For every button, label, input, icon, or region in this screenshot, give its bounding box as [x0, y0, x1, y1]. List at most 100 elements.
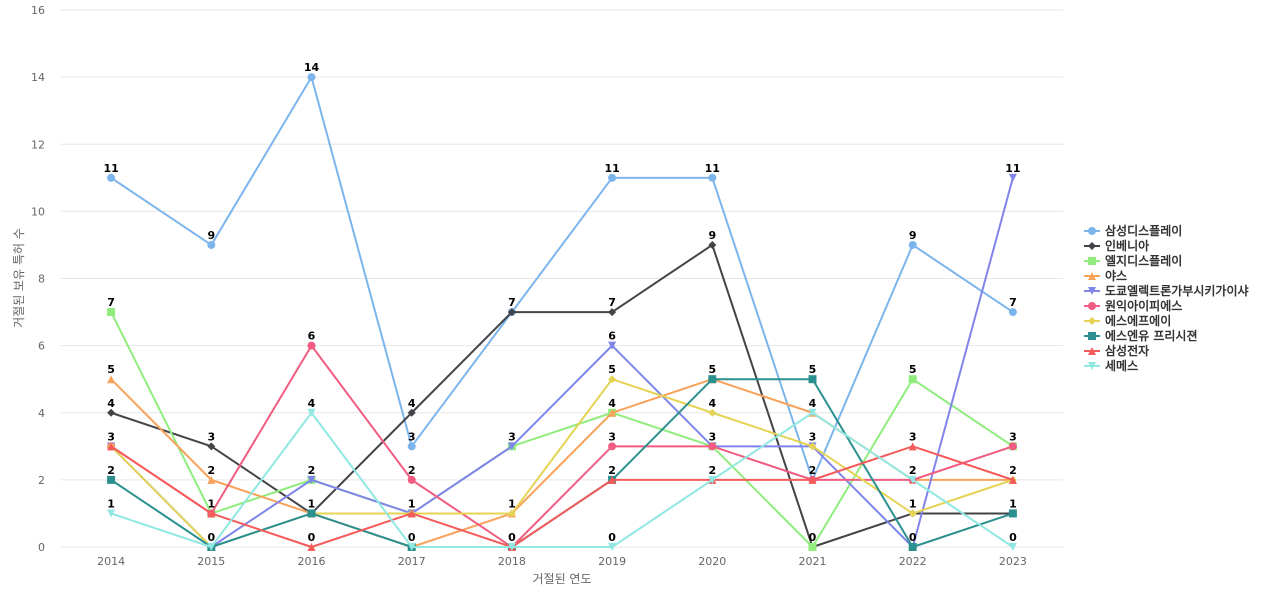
data-label: 11 — [604, 162, 619, 175]
data-point — [207, 442, 216, 451]
data-point — [107, 509, 116, 518]
data-point — [307, 341, 316, 350]
legend-marker — [1088, 242, 1096, 250]
data-point — [107, 375, 116, 384]
data-point — [908, 240, 917, 249]
legend-label: 에스엔유 프리시젼 — [1105, 328, 1198, 343]
legend-item[interactable]: 야스 — [1084, 268, 1127, 283]
data-label: 0 — [608, 531, 616, 544]
data-label: 5 — [708, 363, 716, 376]
x-tick-label: 2023 — [999, 555, 1027, 568]
x-tick-label: 2020 — [698, 555, 726, 568]
data-label: 5 — [107, 363, 115, 376]
data-point — [307, 543, 316, 551]
data-label: 3 — [207, 430, 215, 443]
data-point — [507, 442, 516, 451]
data-label: 1 — [408, 497, 416, 510]
legend-item[interactable]: 엘지디스플레이 — [1084, 253, 1182, 268]
data-point — [207, 543, 216, 551]
y-tick-label: 12 — [31, 138, 45, 151]
data-point — [307, 408, 316, 417]
series-9 — [107, 408, 1017, 551]
data-label: 3 — [608, 430, 616, 443]
data-point — [507, 308, 516, 317]
legend-item[interactable]: 인베니아 — [1084, 238, 1149, 253]
legend-label: 삼성디스플레이 — [1105, 223, 1182, 238]
data-label: 1 — [909, 497, 917, 510]
data-point — [107, 173, 116, 182]
data-point — [808, 375, 817, 384]
legend-item[interactable]: 에스엔유 프리시젼 — [1084, 328, 1198, 343]
data-label: 2 — [308, 464, 316, 477]
legend-marker — [1088, 317, 1096, 325]
data-label: 1 — [308, 497, 316, 510]
legend-label: 원익아이피에스 — [1105, 298, 1182, 313]
x-tick-label: 2018 — [498, 555, 526, 568]
data-label: 1 — [107, 497, 115, 510]
y-tick-label: 10 — [31, 205, 45, 218]
data-label: 7 — [1009, 296, 1017, 309]
x-tick-label: 2017 — [398, 555, 426, 568]
data-point — [708, 408, 717, 417]
data-label: 9 — [708, 229, 716, 242]
legend-item[interactable]: 세메스 — [1084, 358, 1138, 373]
legend-item[interactable]: 에스에프에이 — [1084, 313, 1171, 328]
y-tick-label: 4 — [38, 407, 45, 420]
legend-item[interactable]: 원익아이피에스 — [1084, 298, 1182, 313]
data-point — [708, 240, 717, 249]
data-point — [808, 475, 817, 484]
data-point — [808, 543, 817, 551]
data-point — [307, 475, 316, 484]
data-point — [307, 73, 316, 82]
legend-item[interactable]: 삼성디스플레이 — [1084, 223, 1182, 238]
data-label: 2 — [809, 464, 817, 477]
data-label: 3 — [508, 430, 516, 443]
series-line — [110, 177, 1014, 548]
data-point — [507, 509, 516, 518]
data-label: 7 — [508, 296, 516, 309]
data-label: 1 — [207, 497, 215, 510]
data-label: 3 — [1009, 430, 1017, 443]
legend: 삼성디스플레이인베니아엘지디스플레이야스도쿄엘렉트론가부시키가이샤원익아이피에스… — [1084, 223, 1249, 373]
data-label: 4 — [107, 397, 115, 410]
data-point — [608, 408, 617, 417]
x-tick-label: 2019 — [598, 555, 626, 568]
legend-item[interactable]: 도쿄엘렉트론가부시키가이샤 — [1084, 283, 1249, 298]
legend-item[interactable]: 삼성전자 — [1084, 343, 1149, 358]
data-point — [708, 375, 717, 384]
y-tick-label: 6 — [38, 340, 45, 353]
data-label: 1 — [508, 497, 516, 510]
data-point — [407, 475, 416, 484]
data-point — [908, 442, 917, 451]
y-axis-title: 거절된 보유 특허 수 — [12, 228, 26, 328]
y-tick-label: 0 — [38, 541, 45, 554]
series-layer — [107, 73, 1017, 551]
x-axis-title: 거절된 연도 — [532, 572, 591, 586]
y-tick-label: 16 — [31, 4, 45, 17]
data-label: 3 — [809, 430, 817, 443]
data-label: 7 — [107, 296, 115, 309]
x-tick-label: 2014 — [97, 555, 125, 568]
data-point — [708, 475, 717, 484]
data-point — [608, 375, 617, 384]
data-point — [908, 475, 917, 484]
data-point — [808, 442, 817, 451]
data-label: 2 — [608, 464, 616, 477]
data-label: 2 — [1009, 464, 1017, 477]
data-point — [107, 308, 116, 317]
y-tick-label: 2 — [38, 474, 45, 487]
legend-label: 엘지디스플레이 — [1105, 253, 1182, 268]
data-point — [1008, 442, 1017, 451]
legend-label: 삼성전자 — [1105, 343, 1149, 358]
data-label: 11 — [1005, 162, 1020, 175]
data-label: 7 — [608, 296, 616, 309]
data-point — [207, 240, 216, 249]
legend-marker — [1088, 302, 1096, 310]
data-label: 2 — [408, 464, 416, 477]
data-point — [908, 375, 917, 384]
data-label: 11 — [103, 162, 118, 175]
x-tick-label: 2015 — [197, 555, 225, 568]
x-tick-label: 2021 — [799, 555, 827, 568]
data-label: 9 — [207, 229, 215, 242]
